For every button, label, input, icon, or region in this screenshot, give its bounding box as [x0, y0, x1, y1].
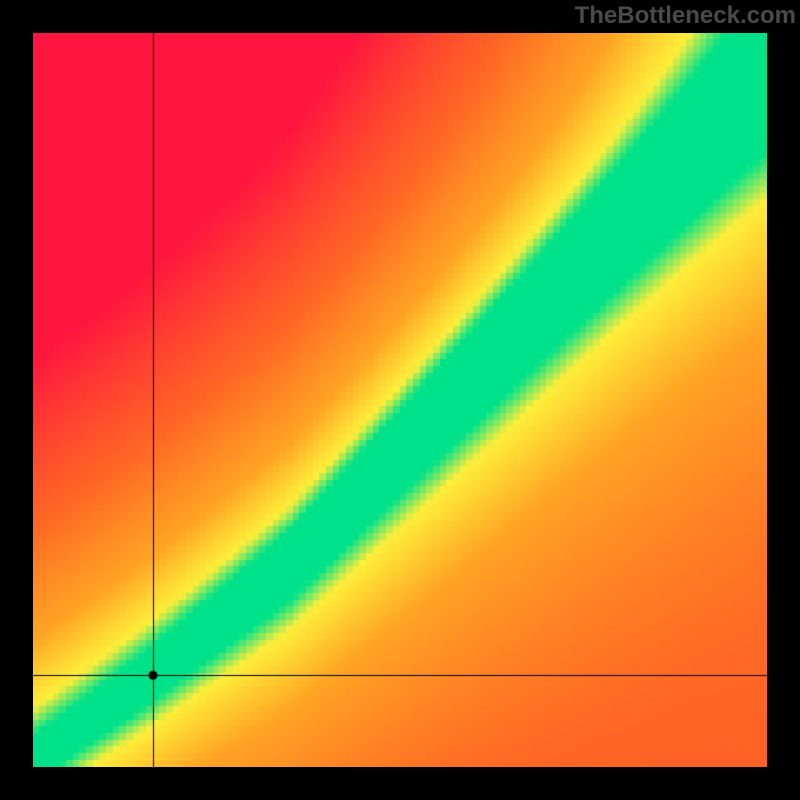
chart-frame: TheBottleneck.com: [0, 0, 800, 800]
heatmap-canvas: [33, 33, 767, 767]
plot-area: [33, 33, 767, 767]
watermark-text: TheBottleneck.com: [575, 2, 796, 30]
